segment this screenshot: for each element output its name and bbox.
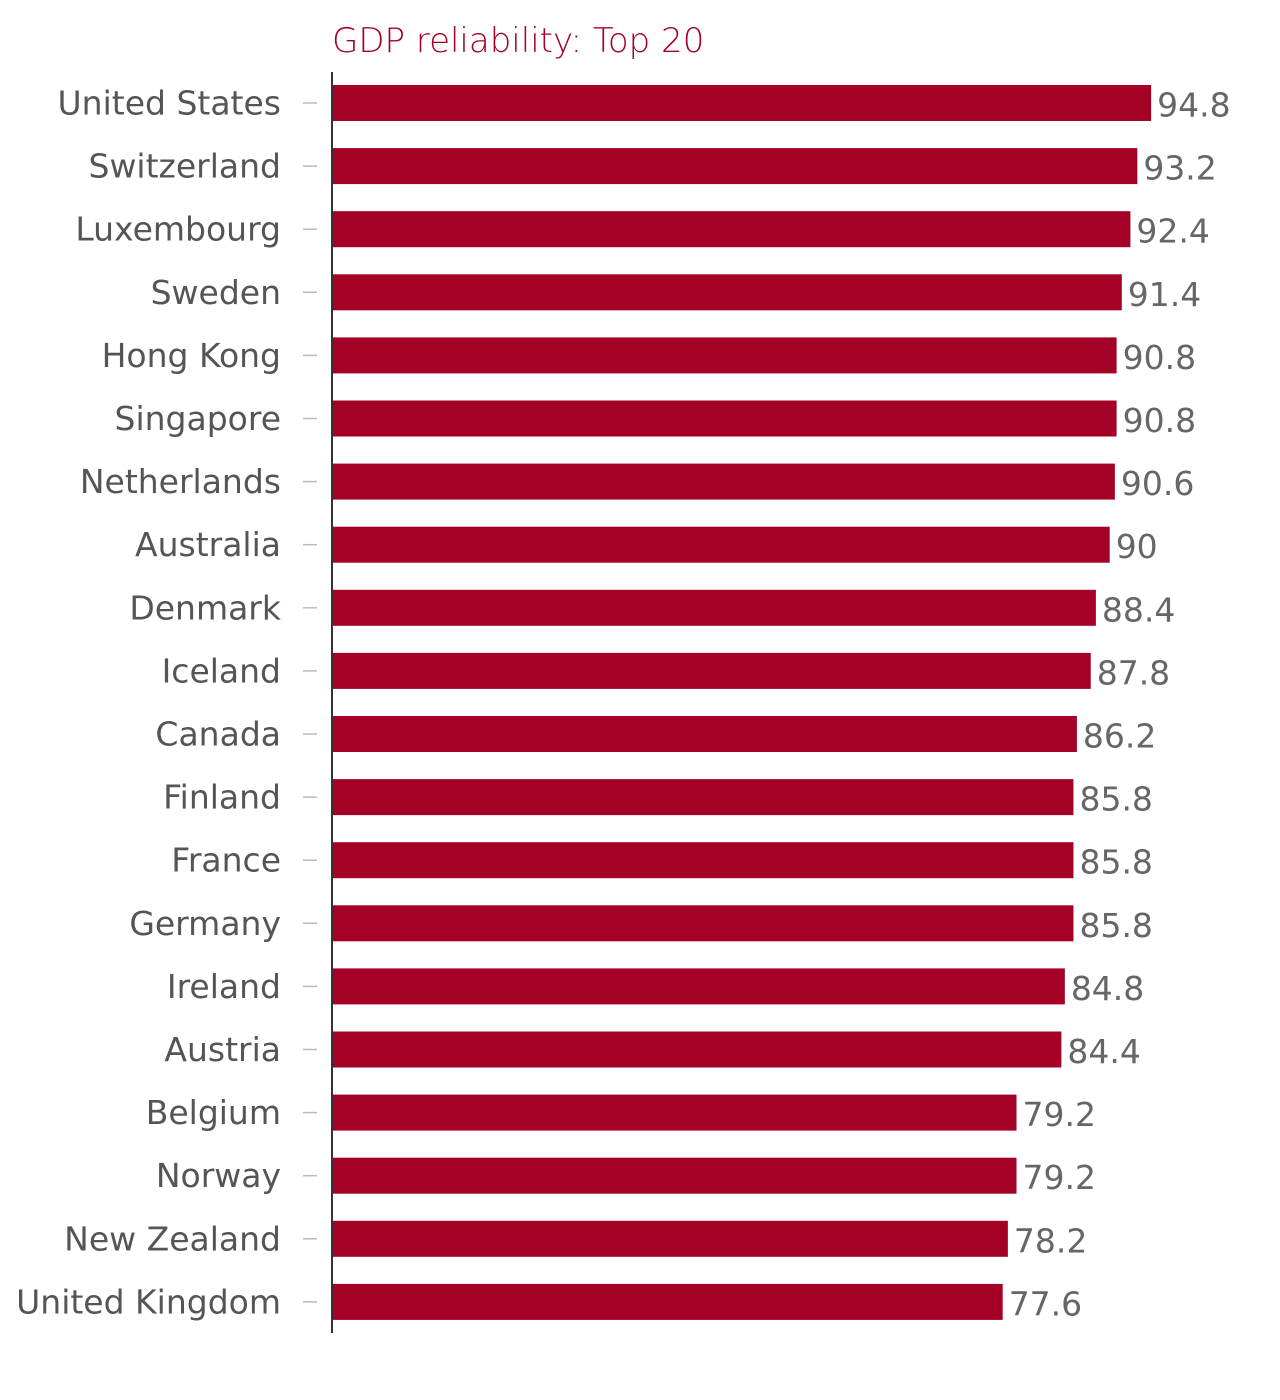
value-label: 78.2 bbox=[1014, 1221, 1087, 1260]
bar bbox=[333, 842, 1074, 879]
bar bbox=[333, 400, 1117, 437]
category-label: France bbox=[171, 841, 281, 880]
value-label: 87.8 bbox=[1097, 653, 1170, 692]
bar bbox=[333, 1157, 1017, 1194]
category-label: Denmark bbox=[129, 588, 282, 627]
value-label: 85.8 bbox=[1079, 843, 1152, 882]
category-label: Switzerland bbox=[89, 147, 282, 186]
category-label: Singapore bbox=[115, 399, 281, 438]
value-label: 86.2 bbox=[1083, 717, 1156, 756]
category-label: United States bbox=[58, 84, 281, 123]
chart-title: GDP reliability: Top 20 bbox=[332, 21, 704, 61]
bars-group: United States 94.8 Switzerland 93.2 Luxembou… bbox=[16, 84, 1230, 1324]
value-label: 93.2 bbox=[1143, 149, 1216, 188]
bar bbox=[333, 274, 1122, 311]
category-label: Germany bbox=[129, 904, 281, 943]
value-label: 79.2 bbox=[1022, 1095, 1095, 1134]
bar bbox=[333, 85, 1152, 121]
category-label: Iceland bbox=[162, 651, 281, 690]
bar bbox=[333, 589, 1096, 626]
category-label: Hong Kong bbox=[102, 336, 281, 375]
category-label: United Kingdom bbox=[16, 1282, 281, 1321]
value-label: 88.4 bbox=[1102, 590, 1175, 629]
category-label: Sweden bbox=[151, 273, 281, 312]
bar bbox=[333, 905, 1074, 942]
category-label: Canada bbox=[155, 715, 281, 754]
bar bbox=[333, 148, 1138, 185]
value-label: 85.8 bbox=[1079, 906, 1152, 945]
bar bbox=[333, 716, 1077, 752]
value-label: 85.8 bbox=[1079, 780, 1152, 819]
bar bbox=[333, 1283, 1003, 1320]
value-label: 84.4 bbox=[1067, 1032, 1140, 1071]
bar bbox=[333, 1031, 1062, 1068]
category-label: Austria bbox=[164, 1030, 281, 1069]
bar bbox=[333, 1220, 1008, 1257]
bar bbox=[333, 211, 1131, 248]
bar bbox=[333, 337, 1117, 374]
category-label: Norway bbox=[156, 1156, 281, 1195]
value-label: 90.6 bbox=[1121, 464, 1194, 503]
value-label: 77.6 bbox=[1009, 1284, 1082, 1323]
bar bbox=[333, 526, 1110, 563]
value-label: 90 bbox=[1116, 527, 1158, 566]
category-label: Luxembourg bbox=[75, 210, 281, 249]
bar bbox=[333, 652, 1091, 689]
category-label: Ireland bbox=[167, 967, 281, 1006]
value-label: 90.8 bbox=[1123, 401, 1196, 440]
category-label: Australia bbox=[135, 525, 281, 564]
value-label: 79.2 bbox=[1022, 1158, 1095, 1197]
value-label: 90.8 bbox=[1123, 338, 1196, 377]
bar bbox=[333, 1094, 1017, 1131]
bar bbox=[333, 968, 1065, 1005]
value-label: 91.4 bbox=[1128, 275, 1201, 314]
bar bbox=[333, 463, 1115, 500]
value-label: 92.4 bbox=[1136, 212, 1209, 251]
value-label: 94.8 bbox=[1157, 86, 1230, 125]
value-label: 84.8 bbox=[1071, 969, 1144, 1008]
bar bbox=[333, 779, 1074, 816]
category-label: Finland bbox=[163, 778, 281, 817]
category-label: Belgium bbox=[146, 1093, 281, 1132]
category-label: Netherlands bbox=[80, 462, 281, 501]
category-label: New Zealand bbox=[64, 1219, 281, 1258]
